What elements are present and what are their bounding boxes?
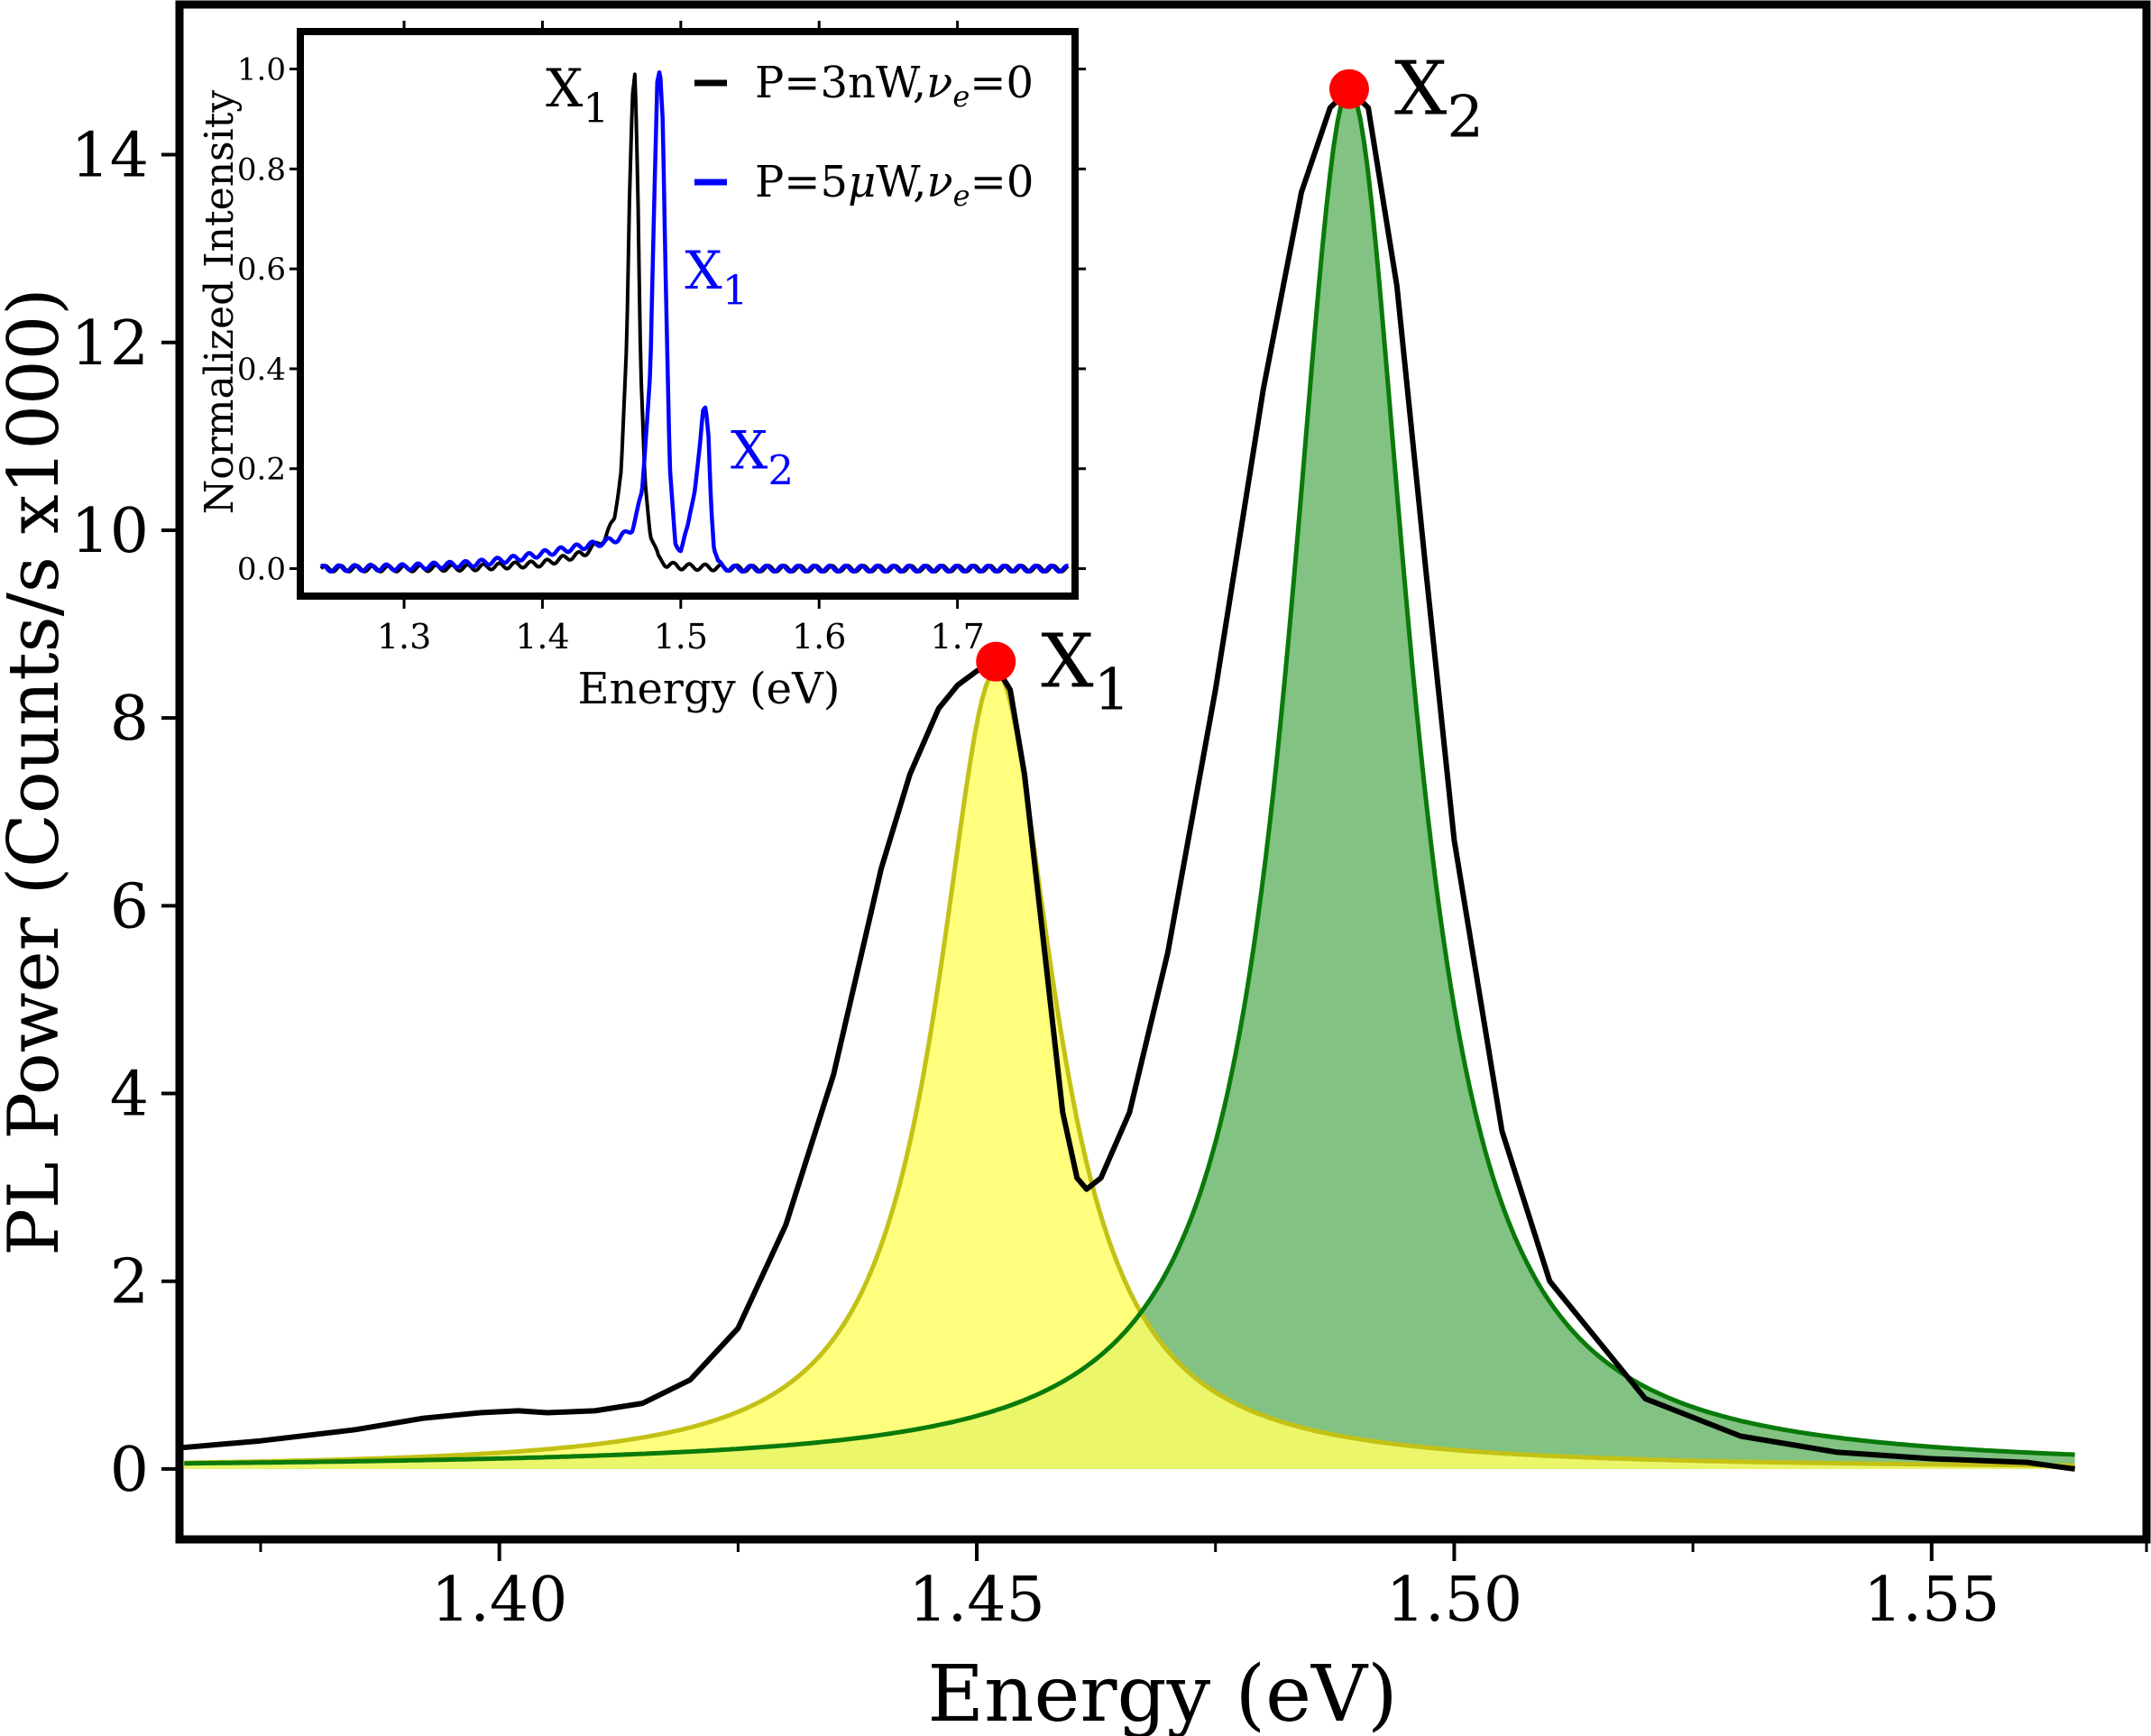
peak-label-x2: X2 — [1394, 47, 1484, 152]
main-y-tick-label: 6 — [110, 871, 149, 942]
main-y-axis: 0 2 4 6 8 10 12 14 — [70, 121, 179, 1506]
peak-marker-x2 — [1328, 69, 1369, 109]
inset-x-tick-label: 1.7 — [930, 617, 984, 657]
inset-peak-label-x1: X1 — [685, 240, 748, 314]
main-y-tick-label: 2 — [110, 1247, 149, 1318]
inset-y-tick-label: 0.8 — [237, 152, 286, 188]
main-x-tick-label: 1.40 — [431, 1565, 567, 1636]
main-x-tick-label: 1.55 — [1863, 1565, 1999, 1636]
inset-y-tick-label: 0.2 — [237, 452, 286, 488]
main-y-tick-label: 0 — [110, 1435, 149, 1506]
inset-y-tick-label: 1.0 — [237, 52, 286, 88]
main-series-layer — [179, 86, 2075, 1472]
inset-y-axis-label: Normalized Intensity — [197, 90, 243, 515]
inset-series-layer — [319, 69, 1070, 574]
fit-fill-x1 — [184, 671, 2075, 1469]
fit-line-x2 — [184, 86, 2075, 1466]
inset-y-tick-label: 0.4 — [237, 352, 286, 388]
main-x-tick-label: 1.45 — [908, 1565, 1044, 1636]
peak-label-x1: X1 — [1041, 620, 1130, 724]
inset-y-tick-label: 0.0 — [237, 552, 286, 588]
inset-y-tick-label: 0.6 — [237, 252, 286, 288]
main-y-tick-label: 14 — [70, 121, 149, 192]
inset-x-tick-label: 1.5 — [654, 617, 708, 657]
main-plot-frame — [175, 0, 2151, 1544]
inset-x-tick-label: 1.3 — [377, 617, 431, 657]
inset-y-axis: 0.0 0.2 0.4 0.6 0.8 1.0 — [237, 52, 1086, 588]
main-y-tick-label: 10 — [70, 496, 149, 567]
inset-series-line-blue — [319, 69, 1070, 574]
main-x-axis-label: Energy (eV) — [927, 1649, 1397, 1736]
inset-x-tick-label: 1.4 — [515, 617, 569, 657]
inset-peak-label-x2: X2 — [731, 420, 794, 494]
main-y-tick-label: 4 — [110, 1060, 149, 1131]
inset-legend: P=3nW,νe=0 P=5μW,νe=0 — [694, 58, 1034, 213]
peak-marker-x1 — [976, 641, 1016, 682]
main-y-tick-label: 8 — [110, 684, 149, 755]
inset-plot-frame — [297, 28, 1079, 600]
main-x-tick-label: 1.50 — [1386, 1565, 1522, 1636]
inset-plot-background — [300, 32, 1075, 596]
fit-line-x1 — [184, 668, 2075, 1468]
inset-x-axis-label: Energy (eV) — [578, 664, 841, 714]
inset-chart: 1.3 1.4 1.5 1.6 1.7 0.00.20.40.60.81.0 X1X1X… — [197, 21, 1086, 714]
inset-x-axis: 1.3 1.4 1.5 1.6 1.7 — [377, 21, 985, 657]
main-peak-layer: X1 X2 — [976, 47, 1484, 724]
inset-annotation-layer: X1 X1 X2 — [546, 58, 794, 494]
main-x-axis: 1.40 1.45 1.50 1.55 — [259, 1539, 2148, 1636]
legend-entry-label: P=3nW,νe=0 — [755, 58, 1034, 114]
inset-x-tick-label: 1.6 — [792, 617, 846, 657]
main-y-axis-label: PL Power (Counts/s x1000) — [0, 288, 75, 1255]
legend-entry-label: P=5μW,νe=0 — [755, 157, 1034, 213]
main-y-tick-label: 12 — [70, 308, 149, 380]
inset-peak-label-x1: X1 — [546, 58, 609, 132]
measured-spectrum-line — [179, 86, 2075, 1472]
